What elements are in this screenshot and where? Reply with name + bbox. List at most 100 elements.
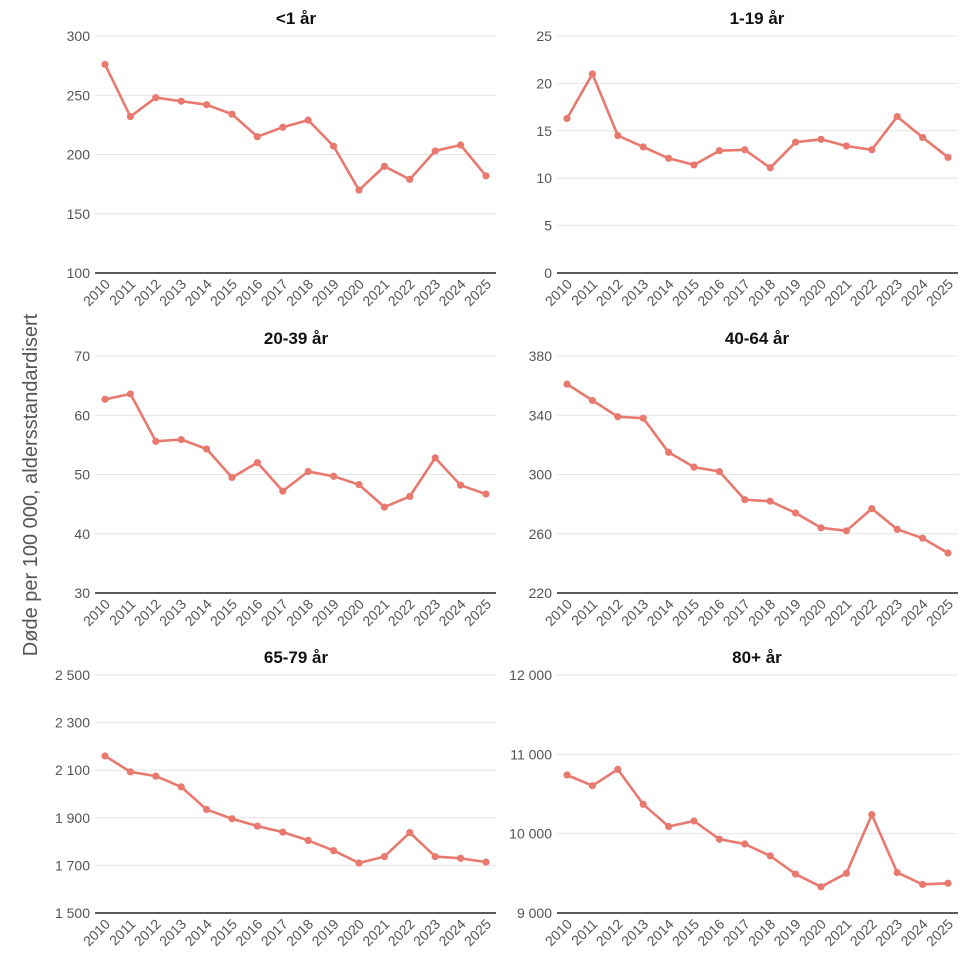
y-tick-label: 1 700 <box>55 857 90 873</box>
y-tick-label: 15 <box>536 123 552 139</box>
data-point <box>380 162 388 170</box>
data-point <box>228 815 236 823</box>
data-point <box>406 828 414 837</box>
data-point <box>639 143 647 151</box>
panel-1: <1 år10015020025030020102011201220132014… <box>67 9 496 309</box>
data-point <box>639 414 647 422</box>
x-tick-label: 2016 <box>232 276 265 309</box>
x-tick-label: 2017 <box>258 276 291 309</box>
data-point <box>817 883 825 891</box>
data-point <box>588 396 597 405</box>
panel-title: 20-39 år <box>264 329 329 348</box>
x-tick-label: 2017 <box>258 596 291 629</box>
x-tick-label: 2023 <box>872 276 905 309</box>
data-point <box>868 504 876 513</box>
x-tick-label: 2014 <box>181 916 214 949</box>
x-tick-label: 2015 <box>207 916 240 949</box>
y-tick-label: 30 <box>74 585 90 601</box>
data-point <box>588 70 597 78</box>
data-point <box>253 459 261 467</box>
x-tick-label: 2011 <box>106 916 139 949</box>
panel-title: 1-19 år <box>730 9 785 28</box>
x-tick-label: 2017 <box>720 276 753 309</box>
x-tick-label: 2012 <box>593 916 626 949</box>
data-point <box>304 467 312 476</box>
series-line <box>566 383 949 555</box>
y-tick-label: 1 500 <box>55 905 90 921</box>
data-point <box>380 503 388 511</box>
x-tick-label: 2015 <box>207 276 240 309</box>
data-point <box>304 116 312 124</box>
data-point <box>101 395 109 403</box>
data-point <box>152 772 160 780</box>
x-tick-label: 2017 <box>720 916 753 949</box>
y-tick-label: 300 <box>529 467 553 483</box>
data-point <box>563 114 571 123</box>
y-tick-label: 250 <box>67 87 91 103</box>
data-point <box>817 135 825 143</box>
data-point <box>380 852 388 861</box>
x-tick-label: 2021 <box>821 596 854 629</box>
x-tick-label: 2012 <box>131 596 164 629</box>
data-point <box>842 142 851 150</box>
data-point <box>355 480 363 489</box>
panel-title: 40-64 år <box>725 329 790 348</box>
y-tick-label: 20 <box>536 75 552 91</box>
data-point <box>228 473 236 482</box>
data-point <box>304 836 312 845</box>
data-point <box>431 454 439 462</box>
data-point <box>842 527 851 535</box>
data-point <box>253 822 261 830</box>
x-tick-label: 2018 <box>745 916 778 949</box>
x-tick-label: 2013 <box>618 276 651 309</box>
x-tick-label: 2018 <box>283 276 316 309</box>
data-point <box>228 110 236 118</box>
x-tick-label: 2020 <box>334 276 367 309</box>
series-line <box>565 72 949 170</box>
x-tick-label: 2013 <box>618 596 651 629</box>
y-tick-label: 340 <box>529 407 553 423</box>
x-tick-label: 2011 <box>568 276 601 309</box>
x-tick-label: 2013 <box>156 276 189 309</box>
data-point <box>919 880 927 889</box>
data-point <box>893 868 901 877</box>
data-point <box>330 472 338 480</box>
x-tick-label: 2023 <box>410 596 443 629</box>
x-tick-label: 2016 <box>232 596 265 629</box>
x-tick-label: 2020 <box>796 276 829 309</box>
panel-title: <1 år <box>276 9 317 28</box>
x-tick-label: 2025 <box>461 276 494 309</box>
data-point <box>563 771 571 779</box>
x-tick-label: 2025 <box>923 596 956 629</box>
x-tick-label: 2017 <box>258 916 291 949</box>
data-point <box>563 380 571 388</box>
data-point <box>893 112 901 121</box>
x-tick-label: 2020 <box>334 916 367 949</box>
data-point <box>126 390 134 398</box>
y-tick-label: 220 <box>529 585 553 601</box>
data-point <box>715 147 724 155</box>
data-point <box>126 112 134 121</box>
y-tick-label: 150 <box>67 206 91 222</box>
data-point <box>482 490 490 498</box>
x-tick-label: 2019 <box>308 916 341 949</box>
x-tick-label: 2021 <box>821 916 854 949</box>
data-point <box>101 752 109 760</box>
data-point <box>766 497 774 505</box>
data-point <box>177 97 185 105</box>
data-point <box>766 164 774 172</box>
y-axis-label: Døde per 100 000, aldersstandardisert <box>20 313 42 656</box>
x-tick-label: 2014 <box>181 596 214 629</box>
x-tick-label: 2015 <box>669 916 702 949</box>
x-tick-label: 2022 <box>847 596 880 629</box>
x-tick-label: 2021 <box>821 276 854 309</box>
x-tick-label: 2012 <box>593 276 626 309</box>
panel-title: 65-79 år <box>264 648 329 667</box>
x-tick-label: 2017 <box>720 596 753 629</box>
data-point <box>944 549 952 557</box>
x-tick-label: 2014 <box>181 276 214 309</box>
y-tick-label: 380 <box>529 348 553 364</box>
